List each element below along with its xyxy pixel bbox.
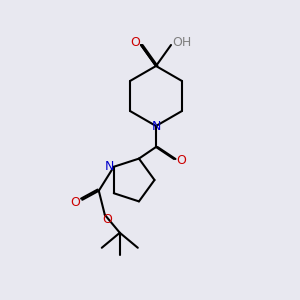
Text: N: N — [151, 119, 161, 133]
Text: O: O — [130, 35, 140, 49]
Text: OH: OH — [172, 35, 191, 49]
Text: O: O — [102, 213, 112, 226]
Text: N: N — [105, 160, 114, 173]
Text: O: O — [177, 154, 186, 167]
Text: O: O — [70, 196, 80, 209]
